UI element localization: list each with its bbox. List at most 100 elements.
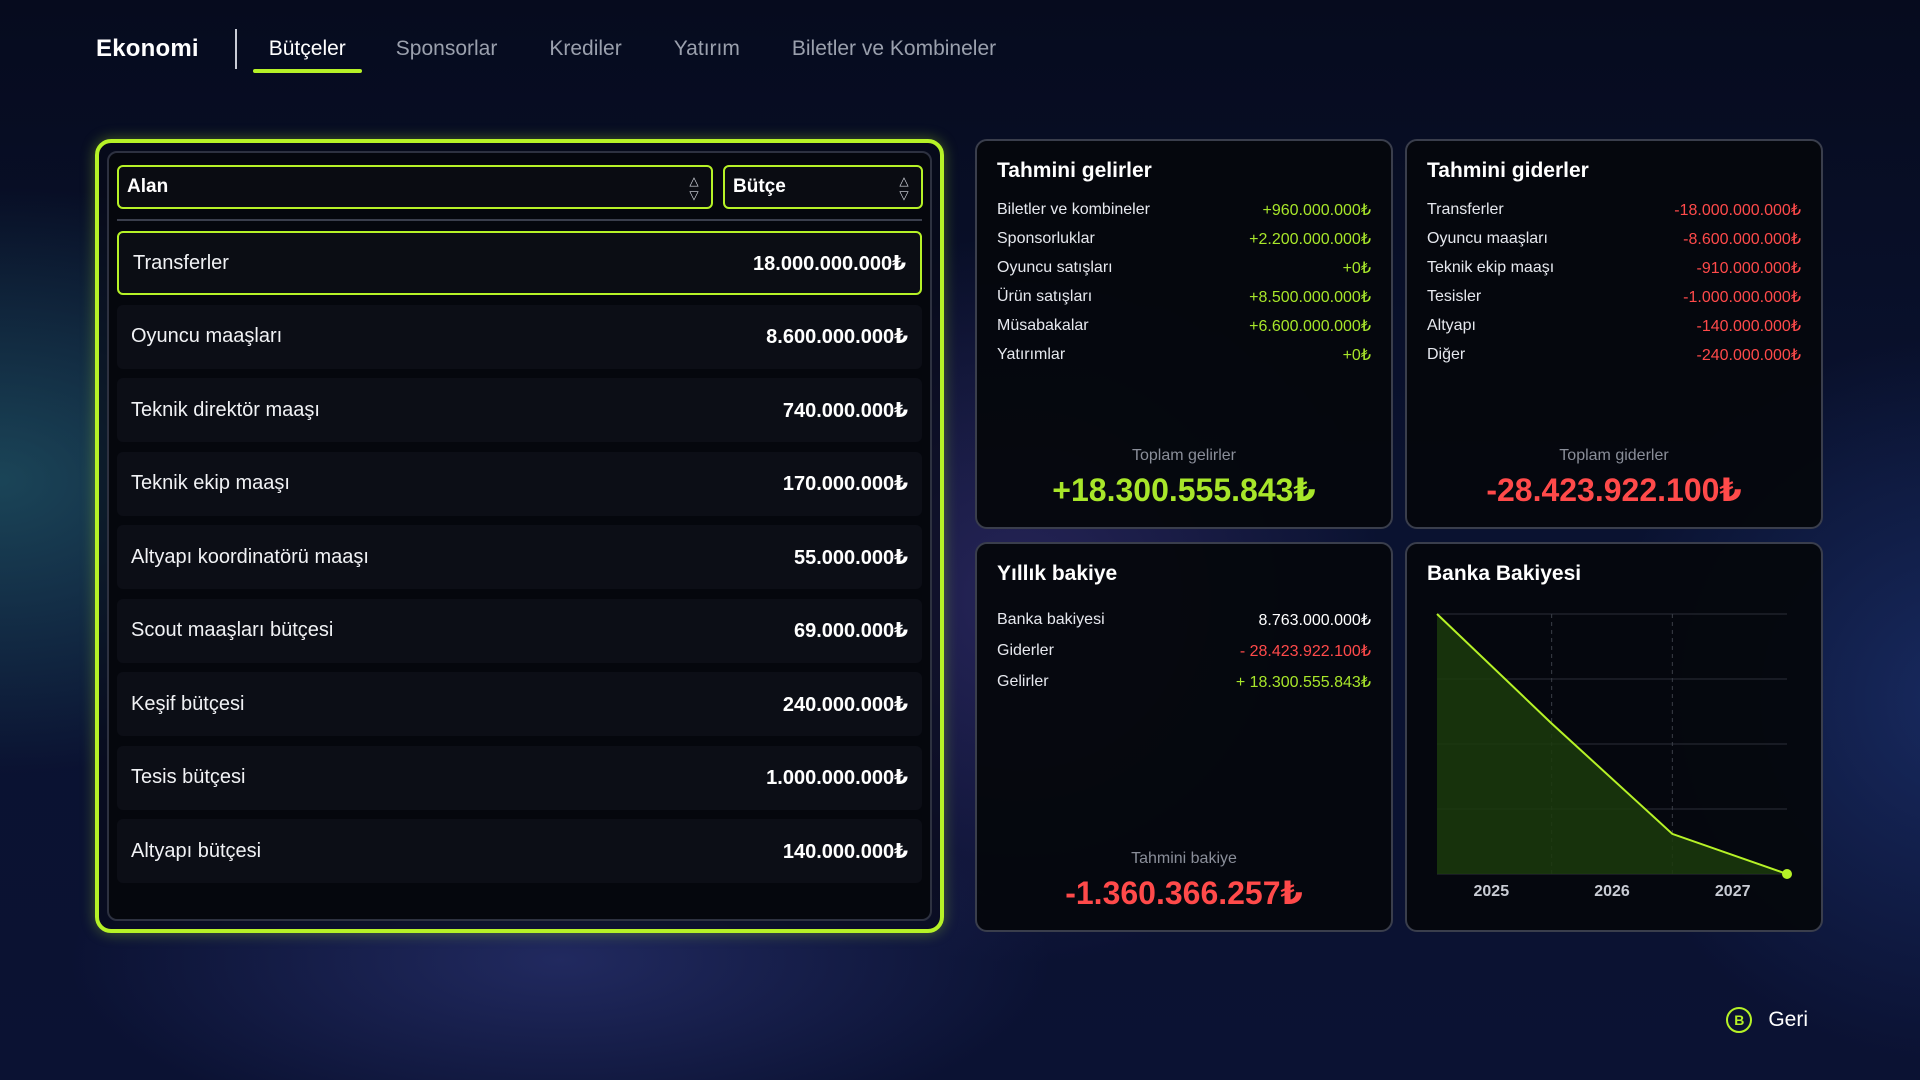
section-title: Ekonomi [96,35,199,62]
tab-loans[interactable]: Krediler [549,37,622,60]
estimated-expenses-card: Tahmini giderler Transferler -18.000.000… [1405,139,1823,529]
income-item: Sponsorluklar +2.200.000.000₺ [997,224,1371,253]
income-item-label: Yatırımlar [997,345,1066,363]
expense-item-value: -140.000.000₺ [1696,317,1801,335]
back-label: Geri [1768,1008,1808,1031]
card-title: Tahmini gelirler [997,159,1152,182]
budget-list: Transferler 18.000.000.000₺ Oyuncu maaşl… [117,231,922,893]
top-navigation: Ekonomi Bütçeler Sponsorlar Krediler Yat… [96,26,1046,73]
income-item-value: +8.500.000.000₺ [1249,288,1371,306]
balance-item: Gelirler + 18.300.555.843₺ [997,666,1371,697]
income-item: Ürün satışları +8.500.000.000₺ [997,282,1371,311]
sort-area-label: Alan [127,176,169,197]
budget-row-label: Altyapı bütçesi [131,839,262,862]
budget-row-label: Scout maaşları bütçesi [131,619,334,641]
budget-row-staff-wages[interactable]: Teknik ekip maaşı 170.000.000₺ [117,451,922,516]
budget-row-label: Tesis bütçesi [131,766,246,788]
x-tick-label: 2027 [1715,883,1751,900]
expense-item: Transferler -18.000.000.000₺ [1427,195,1801,224]
expense-item-value: -8.600.000.000₺ [1683,230,1801,248]
balance-item: Banka bakiyesi 8.763.000.000₺ [997,604,1371,635]
income-item: Yatırımlar +0₺ [997,340,1371,369]
budget-row-youth-coordinator-wage[interactable]: Altyapı koordinatörü maaşı 55.000.000₺ [117,525,922,589]
balance-item-value: + 18.300.555.843₺ [1235,673,1371,691]
expense-item: Oyuncu maaşları -8.600.000.000₺ [1427,224,1801,253]
balance-item-value: 8.763.000.000₺ [1258,611,1372,629]
budget-row-player-wages[interactable]: Oyuncu maaşları 8.600.000.000₺ [117,304,922,369]
balance-item: Giderler - 28.423.922.100₺ [997,635,1371,666]
sort-arrows-icon: △ ▽ [689,174,699,202]
nav-divider [234,29,237,69]
chart-line [1436,613,1788,875]
expense-item-label: Teknik ekip maaşı [1427,258,1555,276]
budget-row-value: 170.000.000₺ [782,473,908,495]
expense-item: Diğer -240.000.000₺ [1427,340,1801,369]
tab-tickets-season-passes[interactable]: Biletler ve Kombineler [791,37,997,60]
income-item-value: +0₺ [1342,259,1371,277]
budget-row-value: 240.000.000₺ [782,693,908,716]
total-value: -28.423.922.100₺ [1486,472,1742,508]
budget-row-value: 740.000.000₺ [782,399,908,422]
budget-row-facilities-budget[interactable]: Tesis bütçesi 1.000.000.000₺ [117,745,922,810]
income-item-value: +960.000.000₺ [1262,201,1372,219]
x-tick-label: 2026 [1594,883,1630,900]
sort-by-area-dropdown[interactable]: Alan △ ▽ [117,165,713,209]
bank-balance-chart: 2025 2026 2027 [1436,613,1792,900]
budget-row-manager-wage[interactable]: Teknik direktör maaşı 740.000.000₺ [117,378,922,442]
budget-row-youth-budget[interactable]: Altyapı bütçesi 140.000.000₺ [117,819,922,883]
chart-title: Banka Bakiyesi [1427,562,1582,585]
divider [117,219,922,221]
balance-item-label: Banka bakiyesi [997,610,1105,628]
tab-investment[interactable]: Yatırım [673,37,740,60]
budget-list-container: Alan △ ▽ Bütçe △ ▽ Transferler 18.000.000.… [107,151,932,921]
income-item: Müsabakalar +6.600.000.000₺ [997,311,1371,340]
budget-panel: Alan △ ▽ Bütçe △ ▽ Transferler 18.000.000.… [95,139,944,933]
back-button[interactable]: B Geri [1726,1007,1808,1033]
yearly-balance-card: Yıllık bakiye Banka bakiyesi 8.763.000.0… [975,542,1393,932]
expense-item-label: Altyapı [1427,316,1476,334]
sort-by-budget-dropdown[interactable]: Bütçe △ ▽ [723,165,923,209]
budget-row-value: 140.000.000₺ [782,840,908,863]
budget-row-transfers[interactable]: Transferler 18.000.000.000₺ [117,231,922,295]
budget-row-scouting-budget[interactable]: Keşif bütçesi 240.000.000₺ [117,672,922,736]
expense-item-value: -18.000.000.000₺ [1674,201,1801,219]
budget-row-label: Teknik direktör maaşı [131,398,320,421]
income-item-label: Müsabakalar [997,316,1089,334]
total-label: Toplam gelirler [1131,447,1237,464]
tab-budgets[interactable]: Bütçeler [252,29,362,73]
budget-row-value: 69.000.000₺ [793,620,908,642]
income-item-label: Biletler ve kombineler [997,200,1150,218]
expense-total: Toplam giderler -28.423.922.100₺ [1407,447,1821,509]
expense-item-value: -910.000.000₺ [1696,259,1801,277]
chart-point [1782,869,1792,879]
income-item: Biletler ve kombineler +960.000.000₺ [997,195,1371,224]
budget-row-scout-wages[interactable]: Scout maaşları bütçesi 69.000.000₺ [117,598,922,663]
total-value: +18.300.555.843₺ [1052,472,1316,508]
budget-row-label: Altyapı koordinatörü maaşı [131,545,369,568]
sort-arrows-icon: △ ▽ [899,174,909,202]
expense-item: Tesisler -1.000.000.000₺ [1427,282,1801,311]
balance-item-label: Gelirler [997,672,1049,690]
income-item-label: Sponsorluklar [997,229,1095,247]
total-label: Toplam giderler [1559,447,1669,464]
income-total: Toplam gelirler +18.300.555.843₺ [977,447,1391,509]
chart-area [1437,614,1787,874]
card-title: Tahmini giderler [1427,159,1589,182]
income-item-label: Ürün satışları [997,287,1093,305]
expense-item: Teknik ekip maaşı -910.000.000₺ [1427,253,1801,282]
sort-budget-label: Bütçe [733,176,786,197]
expense-item-label: Oyuncu maaşları [1427,229,1548,247]
total-label: Tahmini bakiye [1131,850,1237,867]
sort-controls: Alan △ ▽ Bütçe △ ▽ [117,165,923,209]
budget-row-value: 18.000.000.000₺ [753,252,906,275]
budget-row-label: Oyuncu maaşları [131,325,283,347]
budget-row-label: Keşif bütçesi [131,692,245,715]
expense-item-label: Tesisler [1427,287,1482,305]
income-item: Oyuncu satışları +0₺ [997,253,1371,282]
tab-sponsors[interactable]: Sponsorlar [395,37,498,60]
card-title: Yıllık bakiye [997,562,1118,585]
bank-balance-chart-card: Banka Bakiyesi 2025 2026 2027 [1405,542,1823,932]
budget-row-value: 55.000.000₺ [793,546,908,569]
estimated-income-card: Tahmini gelirler Biletler ve kombineler … [975,139,1393,529]
balance-item-label: Giderler [997,641,1054,659]
